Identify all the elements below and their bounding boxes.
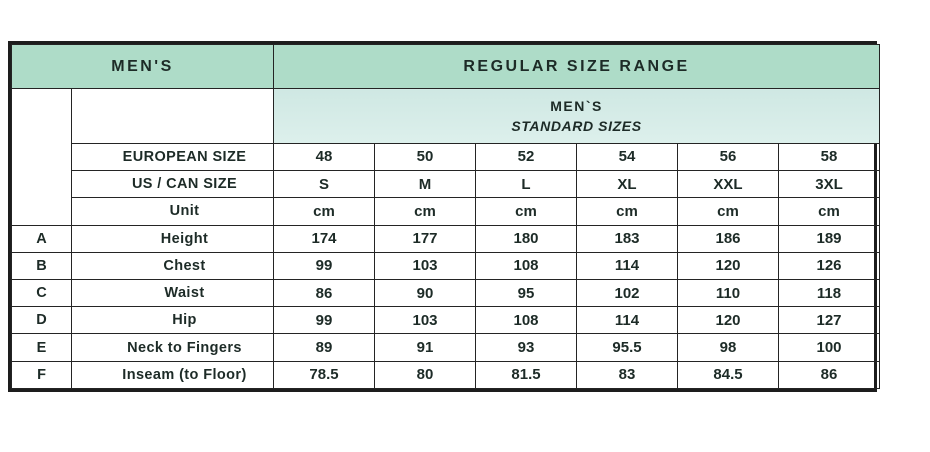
empty-label-cell	[71, 88, 274, 144]
row-letter: B	[11, 251, 72, 281]
measurement-value: 174	[273, 224, 375, 253]
measurement-value: 126	[777, 251, 881, 281]
measurement-value: 120	[677, 251, 779, 281]
unit-label: Unit	[71, 197, 274, 226]
subheader-line1: MEN`S	[550, 97, 603, 114]
row-label: Inseam (to Floor)	[71, 360, 274, 390]
row-label: Chest	[71, 251, 274, 281]
unit-value: cm	[374, 197, 476, 226]
european-size-row: EUROPEAN SIZE 48 50 52 54 56 58	[12, 142, 881, 172]
row-letter: A	[11, 224, 72, 253]
row-label: Neck to Fingers	[71, 333, 274, 362]
measurement-value: 120	[677, 306, 779, 335]
header-regular-size-range: REGULAR SIZE RANGE	[272, 43, 881, 90]
european-size-value: 54	[576, 142, 678, 172]
measurement-value: 100	[777, 333, 881, 362]
us-can-size-value: XXL	[677, 170, 779, 199]
subheader-line2: STANDARD SIZES	[511, 118, 642, 135]
empty-letter-cell	[11, 88, 72, 226]
measurement-value: 95	[475, 279, 577, 308]
row-letter: F	[11, 360, 72, 390]
measurement-value: 102	[576, 279, 678, 308]
row-letter: C	[11, 279, 72, 308]
unit-value: cm	[677, 197, 779, 226]
measurement-value: 177	[374, 224, 476, 253]
measurement-row-chest: B Chest 99 103 108 114 120 126	[11, 251, 881, 281]
measurement-value: 183	[576, 224, 678, 253]
unit-value: cm	[777, 197, 881, 226]
row-label: Waist	[71, 279, 274, 308]
measurement-value: 86	[273, 279, 375, 308]
measurement-value: 84.5	[677, 360, 779, 390]
measurement-value: 93	[475, 333, 577, 362]
european-size-value: 50	[374, 142, 476, 172]
european-size-value: 48	[273, 142, 375, 172]
measurement-value: 89	[273, 333, 375, 362]
measurement-value: 180	[475, 224, 577, 253]
measurement-value: 86	[777, 360, 881, 390]
us-can-size-label: US / CAN SIZE	[71, 170, 274, 199]
measurement-row-hip: D Hip 99 103 108 114 120 127	[11, 306, 881, 335]
measurement-value: 99	[273, 251, 375, 281]
european-size-value: 52	[475, 142, 577, 172]
measurement-value: 80	[374, 360, 476, 390]
measurement-value: 189	[777, 224, 881, 253]
european-size-label: EUROPEAN SIZE	[71, 142, 274, 172]
measurement-value: 99	[273, 306, 375, 335]
us-can-size-row: US / CAN SIZE S M L XL XXL 3XL	[12, 170, 881, 199]
measurement-value: 108	[475, 251, 577, 281]
measurement-value: 127	[777, 306, 881, 335]
mens-size-chart-table: MEN'S REGULAR SIZE RANGE MEN`S STANDARD …	[11, 43, 881, 390]
size-chart-table-container: MEN'S REGULAR SIZE RANGE MEN`S STANDARD …	[8, 41, 881, 392]
measurement-value: 103	[374, 251, 476, 281]
measurement-value: 114	[576, 306, 678, 335]
european-size-value: 56	[677, 142, 779, 172]
measurement-value: 110	[677, 279, 779, 308]
unit-value: cm	[576, 197, 678, 226]
measurement-row-inseam: F Inseam (to Floor) 78.5 80 81.5 83 84.5…	[11, 360, 881, 390]
us-can-size-value: L	[475, 170, 577, 199]
row-letter: D	[11, 306, 72, 335]
measurement-value: 95.5	[576, 333, 678, 362]
us-can-size-value: XL	[576, 170, 678, 199]
unit-row: Unit cm cm cm cm cm cm	[12, 197, 881, 226]
measurement-row-waist: C Waist 86 90 95 102 110 118	[11, 279, 881, 308]
unit-value: cm	[475, 197, 577, 226]
unit-value: cm	[273, 197, 375, 226]
header-mens: MEN'S	[11, 43, 274, 90]
measurement-value: 118	[777, 279, 881, 308]
us-can-size-value: S	[273, 170, 375, 199]
measurement-value: 78.5	[273, 360, 375, 390]
measurement-value: 108	[475, 306, 577, 335]
measurement-value: 91	[374, 333, 476, 362]
measurement-value: 114	[576, 251, 678, 281]
measurement-value: 90	[374, 279, 476, 308]
us-can-size-value: 3XL	[777, 170, 881, 199]
row-label: Hip	[71, 306, 274, 335]
subheader-mens-standard-sizes: MEN`S STANDARD SIZES	[272, 88, 881, 144]
measurement-row-neck-to-fingers: E Neck to Fingers 89 91 93 95.5 98 100	[11, 333, 881, 362]
measurement-value: 186	[677, 224, 779, 253]
measurement-value: 98	[677, 333, 779, 362]
measurement-row-height: A Height 174 177 180 183 186 189	[11, 224, 881, 253]
measurement-value: 81.5	[475, 360, 577, 390]
measurement-value: 103	[374, 306, 476, 335]
row-label: Height	[71, 224, 274, 253]
us-can-size-value: M	[374, 170, 476, 199]
row-letter: E	[11, 333, 72, 362]
measurement-value: 83	[576, 360, 678, 390]
header-row: MEN'S REGULAR SIZE RANGE	[11, 43, 881, 90]
subheader-row: MEN`S STANDARD SIZES	[11, 88, 881, 226]
european-size-value: 58	[777, 142, 881, 172]
